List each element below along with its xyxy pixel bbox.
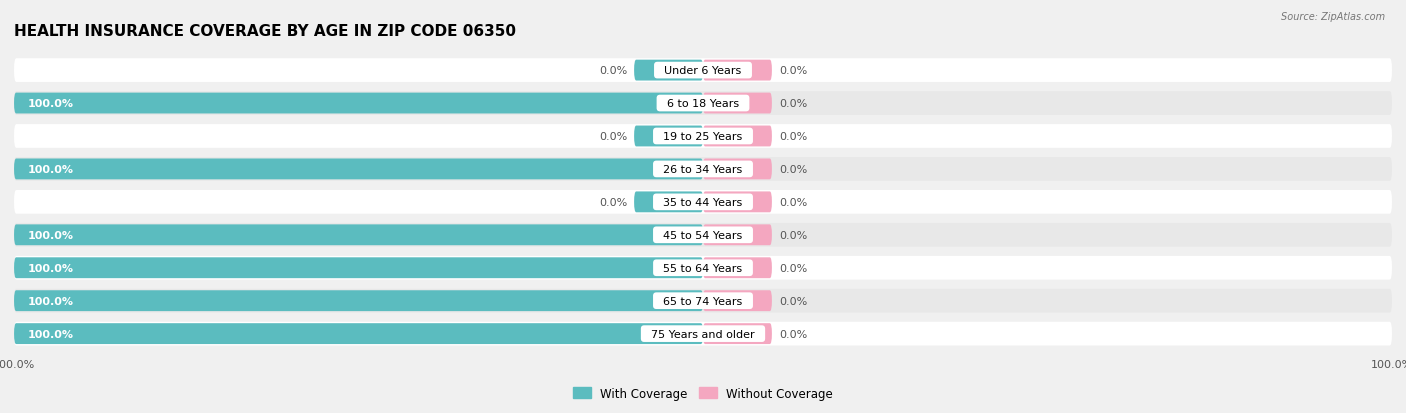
Text: 75 Years and older: 75 Years and older bbox=[644, 329, 762, 339]
Text: 65 to 74 Years: 65 to 74 Years bbox=[657, 296, 749, 306]
Text: 100.0%: 100.0% bbox=[28, 263, 75, 273]
FancyBboxPatch shape bbox=[14, 159, 703, 180]
FancyBboxPatch shape bbox=[14, 223, 1392, 247]
FancyBboxPatch shape bbox=[703, 258, 772, 278]
Text: 0.0%: 0.0% bbox=[599, 197, 627, 207]
FancyBboxPatch shape bbox=[14, 322, 1392, 346]
Text: 0.0%: 0.0% bbox=[779, 296, 807, 306]
FancyBboxPatch shape bbox=[14, 289, 1392, 313]
FancyBboxPatch shape bbox=[14, 190, 1392, 214]
FancyBboxPatch shape bbox=[703, 126, 772, 147]
FancyBboxPatch shape bbox=[634, 126, 703, 147]
Text: 100.0%: 100.0% bbox=[28, 99, 75, 109]
Text: 0.0%: 0.0% bbox=[779, 197, 807, 207]
FancyBboxPatch shape bbox=[14, 256, 1392, 280]
Text: Source: ZipAtlas.com: Source: ZipAtlas.com bbox=[1281, 12, 1385, 22]
Text: HEALTH INSURANCE COVERAGE BY AGE IN ZIP CODE 06350: HEALTH INSURANCE COVERAGE BY AGE IN ZIP … bbox=[14, 24, 516, 39]
FancyBboxPatch shape bbox=[703, 159, 772, 180]
FancyBboxPatch shape bbox=[703, 323, 772, 344]
FancyBboxPatch shape bbox=[14, 291, 703, 311]
Text: 100.0%: 100.0% bbox=[28, 164, 75, 175]
Text: 19 to 25 Years: 19 to 25 Years bbox=[657, 132, 749, 142]
FancyBboxPatch shape bbox=[14, 93, 703, 114]
FancyBboxPatch shape bbox=[14, 158, 1392, 181]
FancyBboxPatch shape bbox=[14, 92, 1392, 116]
FancyBboxPatch shape bbox=[703, 61, 772, 81]
FancyBboxPatch shape bbox=[703, 192, 772, 213]
Legend: With Coverage, Without Coverage: With Coverage, Without Coverage bbox=[568, 382, 838, 404]
Text: 0.0%: 0.0% bbox=[779, 132, 807, 142]
Text: Under 6 Years: Under 6 Years bbox=[658, 66, 748, 76]
Text: 100.0%: 100.0% bbox=[28, 230, 75, 240]
Text: 0.0%: 0.0% bbox=[779, 164, 807, 175]
Text: 0.0%: 0.0% bbox=[779, 99, 807, 109]
Text: 0.0%: 0.0% bbox=[779, 66, 807, 76]
FancyBboxPatch shape bbox=[634, 192, 703, 213]
Text: 35 to 44 Years: 35 to 44 Years bbox=[657, 197, 749, 207]
FancyBboxPatch shape bbox=[703, 93, 772, 114]
Text: 100.0%: 100.0% bbox=[28, 296, 75, 306]
Text: 0.0%: 0.0% bbox=[599, 66, 627, 76]
Text: 55 to 64 Years: 55 to 64 Years bbox=[657, 263, 749, 273]
Text: 100.0%: 100.0% bbox=[28, 329, 75, 339]
FancyBboxPatch shape bbox=[14, 323, 703, 344]
Text: 0.0%: 0.0% bbox=[779, 263, 807, 273]
FancyBboxPatch shape bbox=[634, 61, 703, 81]
Text: 0.0%: 0.0% bbox=[779, 230, 807, 240]
FancyBboxPatch shape bbox=[14, 59, 1392, 83]
Text: 26 to 34 Years: 26 to 34 Years bbox=[657, 164, 749, 175]
Text: 6 to 18 Years: 6 to 18 Years bbox=[659, 99, 747, 109]
Text: 45 to 54 Years: 45 to 54 Years bbox=[657, 230, 749, 240]
Text: 0.0%: 0.0% bbox=[599, 132, 627, 142]
Text: 0.0%: 0.0% bbox=[779, 329, 807, 339]
FancyBboxPatch shape bbox=[14, 125, 1392, 149]
FancyBboxPatch shape bbox=[703, 225, 772, 246]
FancyBboxPatch shape bbox=[703, 291, 772, 311]
FancyBboxPatch shape bbox=[14, 225, 703, 246]
FancyBboxPatch shape bbox=[14, 258, 703, 278]
